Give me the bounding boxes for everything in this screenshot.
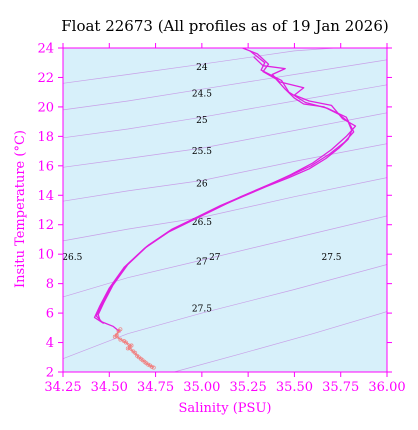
density-contours: 24 24.5 25 25.5 26 26.5 26.5 27 27 27.5 27.5 — [62, 47, 388, 373]
y-tick-label: 2 — [46, 366, 54, 381]
profile-point — [122, 339, 127, 344]
axes: 34.25 34.50 34.75 35.00 35.25 35.50 35.75 36.00… — [37, 42, 405, 396]
profile-point — [136, 355, 141, 360]
y-tick-label: 10 — [37, 248, 54, 263]
density-contour-line — [174, 311, 388, 373]
density-contour-line — [62, 112, 388, 168]
x-tick-label: 34.25 — [44, 380, 81, 395]
x-tick-label: 34.75 — [137, 380, 174, 395]
plot-area — [63, 48, 387, 372]
profile-point — [116, 328, 121, 333]
density-contour-line — [62, 264, 388, 360]
x-tick-label: 35.25 — [230, 380, 267, 395]
y-tick-label: 8 — [46, 277, 54, 292]
x-tick-label: 35.75 — [322, 380, 359, 395]
density-contour-label: 27 — [209, 253, 221, 263]
y-tick-label: 12 — [37, 218, 54, 233]
density-contour-line — [62, 84, 388, 139]
profile-line — [93, 50, 355, 324]
profile-point — [151, 365, 156, 370]
density-contour-label: 25 — [196, 116, 208, 126]
y-tick-label: 18 — [37, 130, 54, 145]
profile-point — [125, 346, 130, 351]
profile-point — [148, 363, 152, 368]
profile-series — [93, 48, 357, 370]
density-contour-label: 24 — [196, 63, 208, 73]
y-tick-label: 22 — [37, 71, 54, 86]
profile-point — [129, 343, 134, 348]
chart-title: Float 22673 (All profiles as of 19 Jan 2… — [61, 17, 388, 35]
x-axis-label: Salinity (PSU) — [179, 401, 272, 416]
axes-frame — [62, 47, 388, 373]
x-tick-label: 36.00 — [368, 380, 405, 395]
x-tick-label: 35.00 — [183, 380, 220, 395]
density-contour-line — [62, 177, 388, 242]
y-axis-label: Insitu Temperature (°C) — [13, 130, 28, 288]
profile-point — [144, 361, 149, 366]
density-contour-label: 24.5 — [192, 90, 212, 100]
density-contour-label: 26.5 — [192, 218, 212, 228]
y-tick-label: 4 — [46, 336, 54, 351]
profile-point — [133, 350, 138, 355]
y-tick-label: 24 — [37, 42, 54, 57]
x-tick-label: 34.50 — [91, 380, 128, 395]
y-tick-label: 6 — [46, 307, 54, 322]
density-contour-line — [62, 59, 388, 111]
density-contour-label: 26 — [196, 180, 208, 190]
density-contour-label: 26.5 — [62, 253, 82, 263]
density-contour-line — [62, 143, 388, 202]
y-tick-label: 16 — [37, 159, 54, 174]
density-contour-label: 25.5 — [192, 147, 212, 157]
density-contour-line — [62, 47, 336, 84]
x-tick-label: 35.50 — [276, 380, 313, 395]
density-contour-label: 27.5 — [321, 253, 341, 263]
y-tick-label: 14 — [37, 189, 54, 204]
profile-line — [95, 48, 353, 333]
density-contour-line — [62, 215, 388, 298]
y-tick-label: 20 — [37, 100, 54, 115]
profile-point — [140, 358, 145, 363]
profile-point — [112, 334, 117, 339]
density-contour-label: 27 — [196, 258, 208, 268]
density-contour-label: 27.5 — [192, 305, 212, 315]
